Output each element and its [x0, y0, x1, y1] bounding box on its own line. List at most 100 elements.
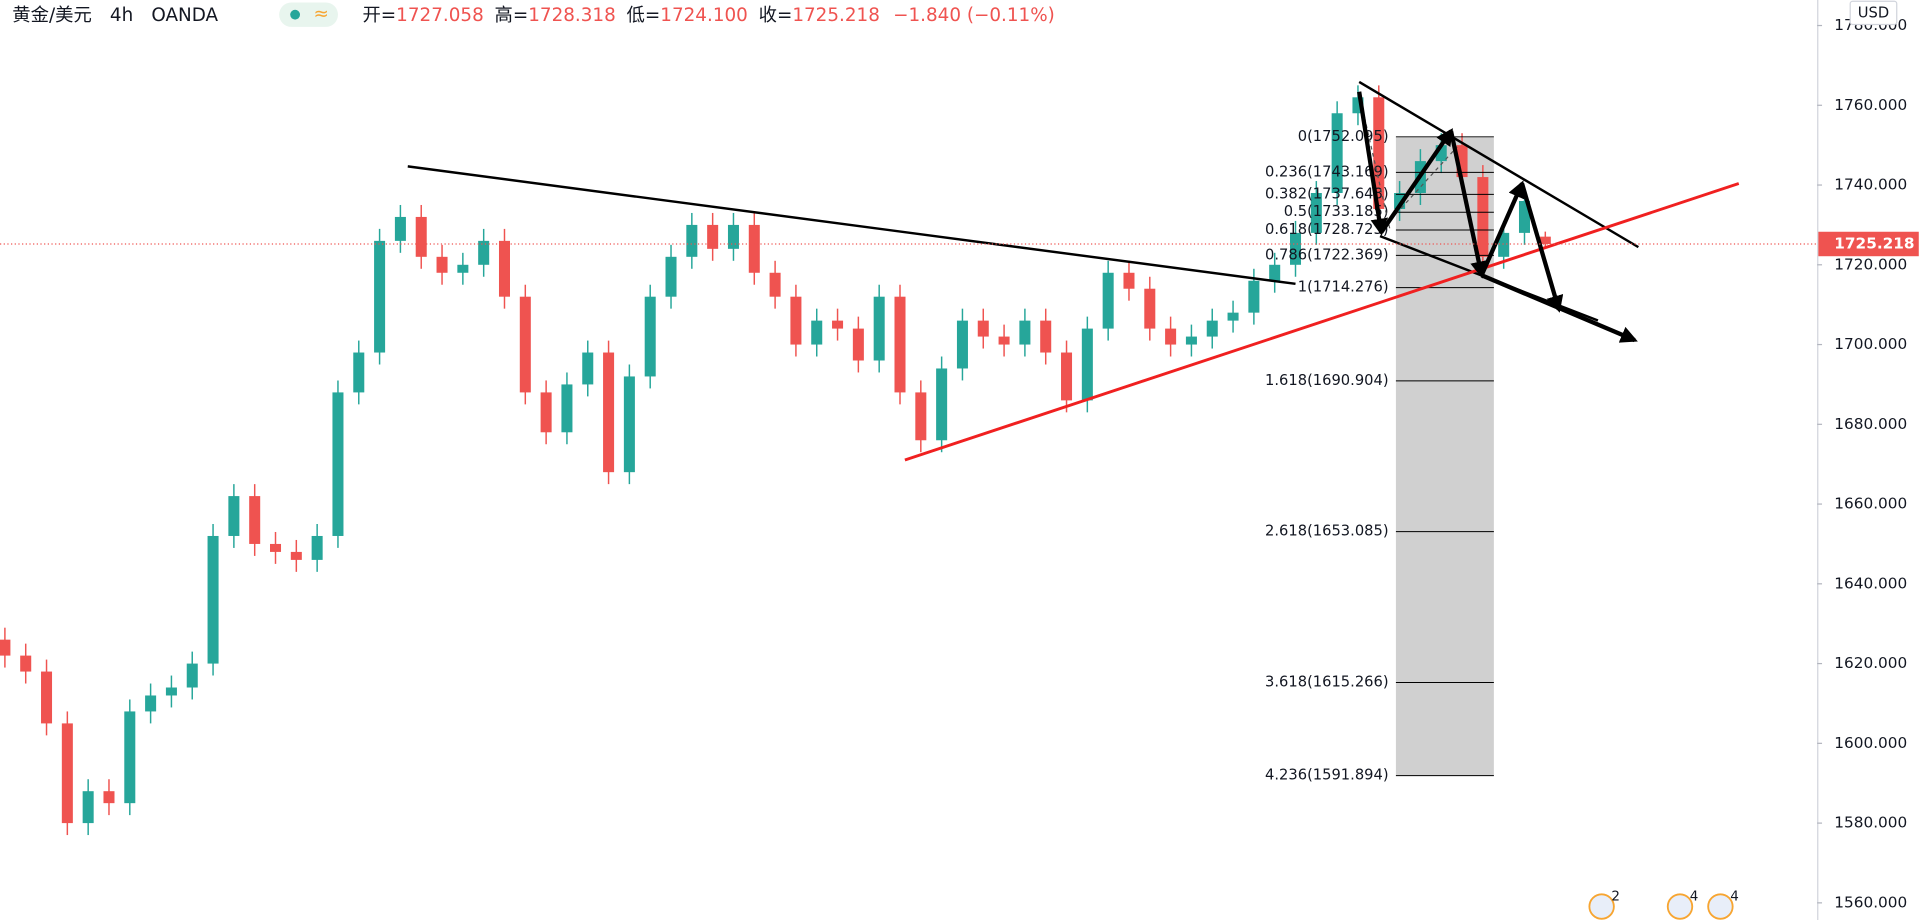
arrow — [1357, 91, 1388, 236]
badge-icon — [1588, 893, 1615, 920]
trend-line — [904, 182, 1740, 462]
fib-label: 0.5(1733.185) — [1284, 203, 1389, 220]
candle-body — [936, 368, 948, 441]
candle-body — [1373, 97, 1385, 209]
fib-label: 0.618(1728.723) — [1265, 221, 1389, 238]
trend-line — [407, 165, 1296, 286]
y-tick-label: 1600.000 — [1834, 734, 1907, 752]
candle-body — [103, 791, 115, 804]
badge-icon — [1666, 893, 1694, 920]
candle-body — [852, 328, 864, 361]
candle-body — [1456, 145, 1468, 178]
arrow — [1480, 273, 1638, 343]
change: −1.840 (−0.11%) — [893, 5, 1055, 26]
candle-body — [956, 320, 968, 369]
candle-body — [478, 240, 490, 265]
trend-line — [1358, 80, 1639, 249]
candle-body — [332, 392, 344, 536]
candle-body — [1185, 336, 1197, 345]
candle-body — [457, 264, 469, 273]
candle-body — [707, 224, 719, 249]
last-price-box — [1818, 231, 1919, 257]
y-tick-label: 1760.000 — [1834, 96, 1907, 114]
candle-body — [1040, 320, 1052, 353]
candle-body — [686, 224, 698, 257]
candle-body — [207, 535, 219, 664]
candle-body — [665, 256, 677, 297]
fib-label: 0(1752.095) — [1298, 128, 1389, 145]
close-label: 收= — [759, 5, 793, 26]
fib-label: 4.236(1591.894) — [1265, 767, 1389, 784]
candle-body — [790, 296, 802, 345]
candle-body — [1144, 288, 1156, 329]
currency-box[interactable] — [1849, 0, 1898, 26]
candle-body — [915, 392, 927, 441]
candle-body — [748, 224, 760, 273]
candle-body — [1227, 312, 1239, 321]
candle-body — [0, 639, 11, 656]
event-badges: 2 4 4 — [1588, 890, 1739, 920]
fib-label: 1.618(1690.904) — [1265, 372, 1389, 389]
candle-body — [186, 663, 198, 688]
candle-body — [519, 296, 531, 393]
candle-body — [436, 256, 448, 273]
close-value: 1725.218 — [792, 5, 880, 26]
arrow — [1519, 182, 1564, 313]
candle-body — [41, 671, 53, 724]
fib-label: 0.236(1743.169) — [1265, 163, 1389, 180]
candle-body — [498, 240, 510, 297]
candle-body — [873, 296, 885, 361]
candle-body — [82, 791, 94, 824]
y-tick-label: 1660.000 — [1834, 495, 1907, 513]
y-tick-label: 1580.000 — [1834, 814, 1907, 832]
candle-body — [1102, 272, 1114, 329]
candle-body — [623, 376, 635, 473]
badge-count: 2 — [1611, 890, 1620, 905]
candle-body — [1331, 113, 1343, 194]
fib-label: 2.618(1653.085) — [1265, 523, 1389, 540]
candle-body — [1165, 328, 1177, 345]
last-price-label: 1725.218 — [1834, 234, 1914, 252]
arrow — [1479, 180, 1525, 277]
y-tick-label: 1560.000 — [1834, 893, 1907, 911]
candle-body — [727, 224, 739, 249]
candle-body — [998, 336, 1010, 345]
low-label: 低= — [627, 5, 661, 26]
y-tick-label: 1640.000 — [1834, 574, 1907, 592]
candle-body — [1310, 193, 1322, 233]
candle-body — [1498, 232, 1510, 257]
open-label: 开= — [362, 5, 396, 26]
y-tick-label: 1700.000 — [1834, 335, 1907, 353]
candle-body — [1269, 264, 1281, 281]
fib-label: 0.382(1737.648) — [1265, 185, 1389, 202]
y-tick-label: 1720.000 — [1834, 255, 1907, 273]
candle-body — [1352, 97, 1364, 114]
candle-body — [145, 695, 157, 712]
open-value: 1727.058 — [396, 5, 484, 26]
candle-body — [540, 392, 552, 433]
arrow — [1379, 128, 1453, 234]
candle-body — [1394, 193, 1406, 209]
status-icon: ≈ — [313, 4, 328, 25]
candle-body — [124, 711, 136, 804]
candle-body — [1206, 320, 1218, 337]
candle-body — [394, 216, 406, 241]
candle-body — [415, 216, 427, 257]
y-tick-label: 1620.000 — [1834, 654, 1907, 672]
header: 黄金/美元 4h OANDA — [12, 5, 218, 26]
candle-body — [270, 543, 282, 552]
low-value: 1724.100 — [660, 5, 748, 26]
status-pill[interactable] — [279, 2, 338, 27]
candle-body — [603, 352, 615, 473]
fib-label: 0.786(1722.369) — [1265, 246, 1389, 263]
candle-body — [811, 320, 823, 345]
fib-label: 3.618(1615.266) — [1265, 673, 1389, 690]
candle-body — [1061, 352, 1073, 401]
candle-body — [311, 535, 323, 560]
candle-body — [561, 384, 573, 433]
fib-label: 1(1714.276) — [1298, 279, 1389, 296]
candle-body — [1081, 328, 1093, 401]
candle-body — [1248, 280, 1260, 313]
